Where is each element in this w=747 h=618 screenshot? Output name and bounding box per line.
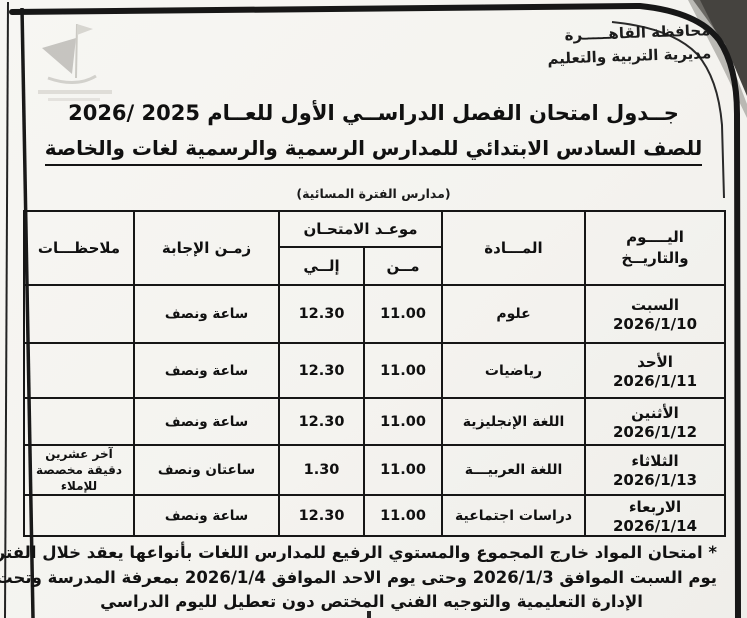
emblem-mast (75, 23, 78, 79)
cell-to: 1.30 (278, 444, 365, 496)
cell-from: 11.00 (363, 284, 443, 344)
day-name: الاربعاء (628, 497, 682, 516)
frame-border-inner-curve (611, 21, 725, 199)
day-name: السبت (630, 296, 680, 314)
cell-to: 12.30 (278, 494, 365, 537)
header-from: مــن (363, 246, 443, 286)
cell-to: 12.30 (278, 397, 365, 446)
footer-note: * امتحان المواد خارج المجموع والمستوي ال… (0, 541, 717, 615)
cell-notes: آخر عشرين دقيقة مخصصة للإملاء (23, 444, 135, 496)
cell-subject: رياضيات (441, 342, 586, 399)
emblem-sail (42, 38, 76, 74)
cell-from: 11.00 (363, 397, 443, 446)
day-date: 2026/1/14 (612, 516, 698, 535)
header-to: إلــي (278, 246, 365, 286)
cell-day: السبت 2026/1/10 (584, 284, 726, 344)
header-notes: ملاحظـــات (23, 210, 135, 286)
cell-day: الاربعاء 2026/1/14 (584, 494, 726, 537)
emblem-text-line-1 (38, 90, 112, 94)
cell-subject: دراسات اجتماعية (441, 494, 586, 537)
table-row: الاربعاء 2026/1/14 دراسات اجتماعية 11.00… (23, 494, 726, 537)
cell-from: 11.00 (363, 342, 443, 399)
org-header: محافظة القاهـــــرة مديرية التربية والتع… (546, 19, 711, 71)
cell-from: 11.00 (363, 494, 443, 537)
cell-duration: ساعة ونصف (133, 494, 280, 537)
footer-note-line-3: الإدارة التعليمية والتوجيه الفني المختص … (100, 592, 643, 611)
cell-notes (23, 494, 135, 537)
cell-subject: اللغة العربيـــة (441, 444, 586, 496)
cell-notes (23, 342, 135, 399)
table-row: الثلاثاء 2026/1/13 اللغة العربيـــة 11.0… (23, 444, 726, 496)
cell-to: 12.30 (278, 342, 365, 399)
footer-note-line-1: * امتحان المواد خارج المجموع والمستوي ال… (0, 543, 717, 562)
page-subtitle-grade: للصف السادس الابتدائي للمدارس الرسمية وا… (0, 136, 747, 166)
cell-notes (23, 284, 135, 344)
header-day-line2: والتاريــخ (621, 249, 689, 267)
table-row: الأحد 2026/1/11 رياضيات 11.00 12.30 ساعة… (23, 342, 726, 399)
cell-day: الأحد 2026/1/11 (584, 342, 726, 399)
table-row: السبت 2026/1/10 علوم 11.00 12.30 ساعة ون… (23, 284, 726, 344)
cell-to: 12.30 (278, 284, 365, 344)
cell-subject: علوم (441, 284, 586, 344)
scan-corner-shade (693, 0, 747, 96)
cell-duration: ساعتان ونصف (133, 444, 280, 496)
header-duration: زمـن الإجابة (133, 210, 280, 286)
cell-duration: ساعة ونصف (133, 397, 280, 446)
day-date: 2026/1/12 (612, 422, 698, 441)
header-exam-time: موعـد الامتحـان (278, 210, 443, 248)
footer-note-line-2: يوم السبت الموافق 2026/1/3 وحتى يوم الاح… (0, 567, 717, 587)
cutoff-mark (367, 611, 371, 618)
cell-duration: ساعة ونصف (133, 342, 280, 399)
exam-schedule-table: اليــــوم والتاريــخ المـــادة موعـد الا… (23, 210, 726, 537)
day-name: الثلاثاء (631, 452, 679, 470)
emblem-hull (47, 74, 97, 84)
cairo-governorate-emblem (38, 23, 112, 101)
cell-notes (23, 397, 135, 446)
header-day: اليــــوم والتاريــخ (584, 210, 726, 286)
cell-day: الأثنين 2026/1/12 (584, 397, 726, 446)
header-subject: المـــادة (441, 210, 586, 286)
header-day-line1: اليــــوم (626, 228, 684, 246)
day-name: الأثنين (631, 403, 679, 422)
cell-subject: اللغة الإنجليزية (441, 397, 586, 446)
frame-border-outer (9, 2, 741, 618)
emblem-flag (77, 24, 93, 35)
period-note: (مدارس الفترة المسائية) (296, 186, 451, 201)
day-name: الأحد (637, 352, 673, 371)
emblem-text-line-2 (48, 98, 100, 101)
table-row: الأثنين 2026/1/12 اللغة الإنجليزية 11.00… (23, 397, 726, 446)
cell-duration: ساعة ونصف (133, 284, 280, 344)
page-subtitle-grade-text: للصف السادس الابتدائي للمدارس الرسمية وا… (44, 136, 703, 166)
day-date: 2026/1/10 (612, 315, 698, 333)
page-title: جــدول امتحان الفصل الدراســي الأول للعـ… (68, 101, 679, 125)
day-date: 2026/1/13 (612, 471, 698, 489)
frame-border-left-outer (4, 1, 9, 618)
cell-day: الثلاثاء 2026/1/13 (584, 444, 726, 496)
cell-from: 11.00 (363, 444, 443, 496)
day-date: 2026/1/11 (612, 371, 698, 390)
